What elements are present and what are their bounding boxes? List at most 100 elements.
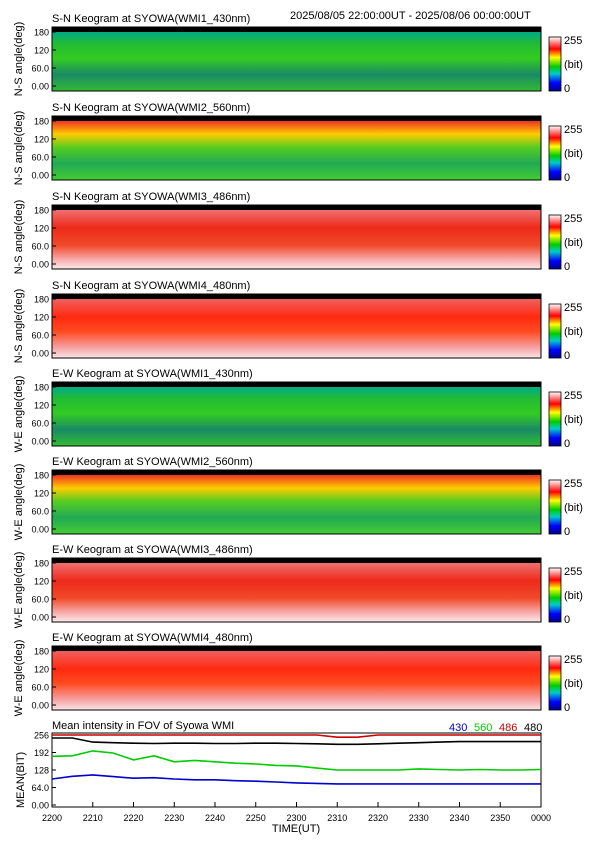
y-tick-label: 60.0 bbox=[31, 242, 49, 252]
colorbar-min-label: 0 bbox=[564, 702, 570, 714]
y-tick-label: 180 bbox=[34, 647, 49, 657]
keogram-top-band bbox=[52, 27, 541, 32]
keogram-panel: E-W Keogram at SYOWA(WMI3_486nm)180 120 60… bbox=[13, 544, 583, 628]
keogram-frame bbox=[51, 645, 542, 711]
colorbar-min-label: 0 bbox=[564, 261, 570, 273]
keogram-top-band bbox=[52, 470, 541, 475]
series-line-430 bbox=[51, 774, 541, 785]
colorbar-unit-label: (bit) bbox=[564, 590, 583, 602]
colorbar-max-label: 255 bbox=[564, 654, 582, 666]
y-tick-label: 120 bbox=[34, 224, 49, 234]
keogram-top-band bbox=[52, 294, 541, 299]
keogram-panel: S-N Keogram at SYOWA(WMI2_560nm)180 120 60… bbox=[13, 102, 583, 185]
colorbar-max-label: 255 bbox=[564, 124, 582, 136]
panel-title: E-W Keogram at SYOWA(WMI3_486nm) bbox=[52, 544, 253, 556]
x-axis-label: TIME(UT) bbox=[272, 823, 320, 835]
colorbar-min-label: 0 bbox=[564, 350, 570, 362]
colorbar: 255 (bit) 0 bbox=[548, 654, 583, 714]
y-axis-label: W-E angle(deg) bbox=[13, 376, 25, 453]
colorbar-min-label: 0 bbox=[564, 172, 570, 184]
legend-480: 480 bbox=[524, 722, 542, 734]
colorbar-min-label: 0 bbox=[564, 83, 570, 95]
panel-title: S-N Keogram at SYOWA(WMI4_480nm) bbox=[52, 280, 250, 292]
y-axis-label: W-E angle(deg) bbox=[13, 464, 25, 541]
x-tick-label: 2240 bbox=[205, 813, 225, 823]
mean-y-tick-label: 192 bbox=[34, 748, 49, 758]
mean-series-lines bbox=[51, 734, 542, 785]
y-axis-label: N-S angle(deg) bbox=[13, 289, 25, 364]
y-tick-label: 180 bbox=[34, 471, 49, 481]
x-tick-label: 2300 bbox=[286, 813, 306, 823]
y-tick-label: 120 bbox=[34, 577, 49, 587]
x-tick-label: 2220 bbox=[123, 813, 143, 823]
colorbar-unit-label: (bit) bbox=[564, 148, 583, 160]
colorbar-gradient bbox=[548, 655, 562, 711]
mean-y-label: MEAN(BIT) bbox=[15, 752, 27, 808]
colorbar-gradient bbox=[548, 214, 562, 270]
colorbar-gradient bbox=[548, 567, 562, 623]
panel-title: E-W Keogram at SYOWA(WMI2_560nm) bbox=[52, 456, 253, 468]
x-tick-label: 2320 bbox=[368, 813, 388, 823]
keogram-image bbox=[52, 475, 541, 534]
mean-y-tick-label: 64.0 bbox=[31, 783, 49, 793]
keogram-image bbox=[52, 210, 541, 269]
x-tick-label: 2230 bbox=[164, 813, 184, 823]
keogram-frame bbox=[51, 469, 542, 535]
colorbar-max-label: 255 bbox=[564, 566, 582, 578]
y-tick-label: 180 bbox=[34, 117, 49, 127]
x-tick-label: 2350 bbox=[490, 813, 510, 823]
panel-title: S-N Keogram at SYOWA(WMI3_486nm) bbox=[52, 191, 250, 203]
colorbar: 255 (bit) 0 bbox=[548, 124, 583, 184]
mean-intensity-title: Mean intensity in FOV of Syowa WMI bbox=[52, 720, 234, 732]
keogram-top-band bbox=[52, 205, 541, 210]
colorbar-unit-label: (bit) bbox=[564, 237, 583, 249]
colorbar-unit-label: (bit) bbox=[564, 326, 583, 338]
colorbar: 255 (bit) 0 bbox=[548, 213, 583, 273]
y-tick-label: 60.0 bbox=[31, 419, 49, 429]
series-line-486 bbox=[52, 734, 541, 739]
y-tick-label: 60.0 bbox=[31, 683, 49, 693]
y-axis-label: N-S angle(deg) bbox=[13, 22, 25, 97]
y-tick-label: 180 bbox=[34, 28, 49, 38]
time-range-label: 2025/08/05 22:00:00UT - 2025/08/06 00:00… bbox=[290, 10, 531, 22]
keogram-panel: S-N Keogram at SYOWA(WMI1_430nm)180 120 60… bbox=[13, 13, 583, 96]
colorbar: 255 (bit) 0 bbox=[548, 35, 583, 95]
y-tick-label: 120 bbox=[34, 489, 49, 499]
colorbar: 255 (bit) 0 bbox=[548, 390, 583, 450]
y-tick-label: 0.00 bbox=[31, 171, 49, 181]
colorbar-gradient bbox=[548, 303, 562, 359]
keogram-image bbox=[52, 121, 541, 180]
legend: 430 560 486 480 bbox=[449, 722, 542, 734]
keogram-panel: E-W Keogram at SYOWA(WMI4_480nm)180 120 60… bbox=[13, 632, 583, 716]
y-tick-label: 60.0 bbox=[31, 64, 49, 74]
y-tick-label: 180 bbox=[34, 383, 49, 393]
y-tick-label: 0.00 bbox=[31, 701, 49, 711]
y-axis-label: W-E angle(deg) bbox=[13, 552, 25, 629]
series-line-480 bbox=[52, 737, 541, 746]
legend-560: 560 bbox=[474, 722, 492, 734]
y-axis-label: N-S angle(deg) bbox=[13, 111, 25, 186]
colorbar-gradient bbox=[548, 36, 562, 92]
y-tick-label: 60.0 bbox=[31, 507, 49, 517]
colorbar-max-label: 255 bbox=[564, 35, 582, 47]
colorbar-min-label: 0 bbox=[564, 614, 570, 626]
panel-title: E-W Keogram at SYOWA(WMI4_480nm) bbox=[52, 632, 253, 644]
x-tick-label: 2250 bbox=[246, 813, 266, 823]
mean-y-tick-label: 128 bbox=[34, 766, 49, 776]
colorbar-max-label: 255 bbox=[564, 302, 582, 314]
y-tick-label: 0.00 bbox=[31, 525, 49, 535]
keogram-frame bbox=[51, 557, 542, 623]
y-tick-label: 120 bbox=[34, 313, 49, 323]
keogram-panel: S-N Keogram at SYOWA(WMI4_480nm)180 120 60… bbox=[13, 280, 583, 363]
keogram-top-band bbox=[52, 646, 541, 651]
keogram-panels: S-N Keogram at SYOWA(WMI1_430nm)18012060… bbox=[13, 13, 583, 716]
keogram-frame bbox=[51, 381, 542, 447]
colorbar-unit-label: (bit) bbox=[564, 59, 583, 71]
mean-y-tick-label: 0.00 bbox=[31, 801, 49, 811]
keogram-image bbox=[52, 32, 541, 91]
time-axis: 2200 2210 2220 2230 2240 2250 2300 2310 2320 2330… bbox=[42, 802, 551, 823]
mean-intensity-panel: Mean intensity in FOV of Syowa WMI 430 5… bbox=[15, 720, 542, 811]
y-tick-label: 60.0 bbox=[31, 331, 49, 341]
x-tick-label: 2340 bbox=[449, 813, 469, 823]
y-tick-label: 180 bbox=[34, 206, 49, 216]
